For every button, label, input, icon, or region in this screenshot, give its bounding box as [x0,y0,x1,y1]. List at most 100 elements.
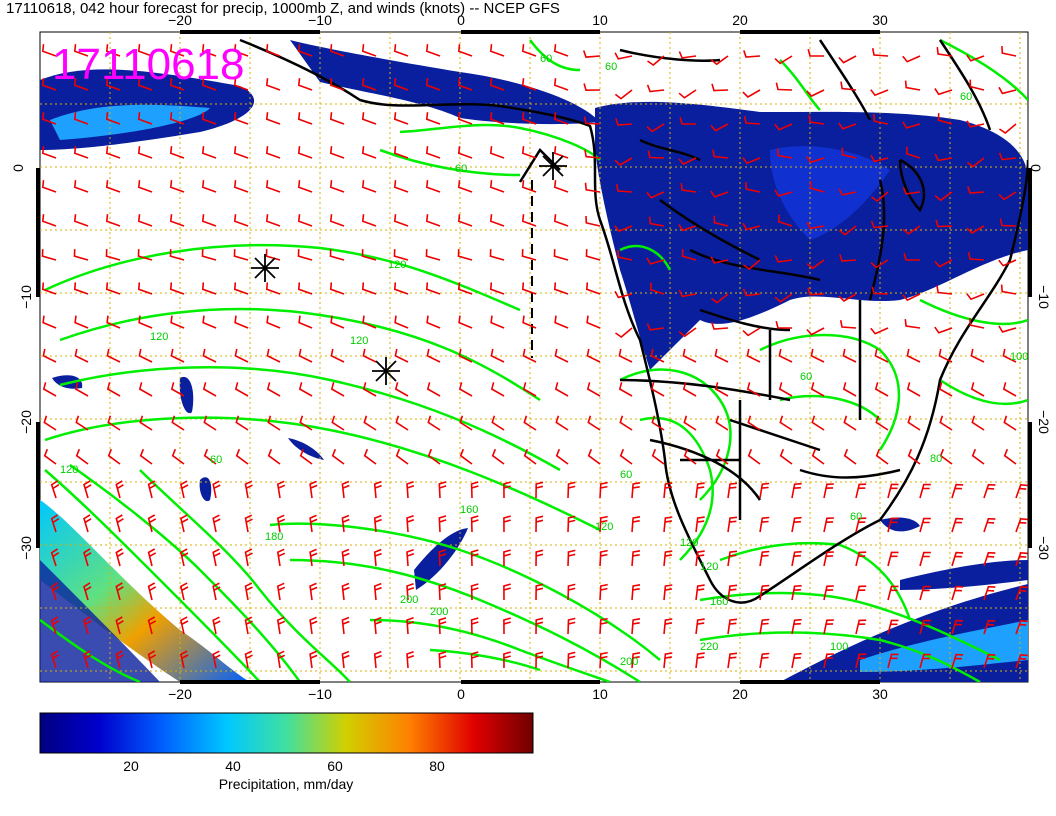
wind-barb [839,320,857,329]
wind-barb [535,583,544,601]
wind-barb [105,249,121,261]
wind-barb [807,48,824,57]
wind-barb [341,548,350,567]
wind-barb [791,516,802,533]
precip-ocean-patch-5 [199,477,212,502]
wind-barb [42,348,57,363]
lat-tick-label: −30 [1035,536,1052,560]
wind-barb [363,415,377,431]
wind-barb [361,249,377,261]
wind-barb [983,585,996,601]
wind-barb [521,112,537,125]
wind-barb [503,481,511,499]
wind-barb [695,652,705,669]
wind-barb [73,146,89,159]
wind-barb [587,415,601,431]
contour-label: 60 [800,371,812,383]
wind-barb [646,191,665,199]
lat-lon-grid [40,32,1028,682]
wind-barb [147,514,157,533]
precip-southwest-band [40,500,250,682]
wind-barb [727,482,738,499]
wind-barb [998,259,1017,267]
wind-barb [743,50,761,58]
wind-barb [651,415,665,431]
wind-barb [41,44,57,57]
wind-barb [614,157,633,166]
wind-barb [727,652,738,669]
wind-barbs [41,44,1028,669]
wind-barb [1015,653,1028,669]
wind-barb [50,514,60,533]
wind-barb [902,55,921,63]
wind-barb [115,650,124,669]
wind-barb [939,448,953,465]
wind-barb [648,216,665,227]
lon-tick-label: −10 [308,686,332,702]
wind-barb [999,218,1017,227]
wind-barb [470,651,479,669]
wind-barb [425,146,441,159]
wind-barb [841,147,857,159]
wind-barb [714,348,729,363]
wind-barb [394,348,409,363]
contour-label: 80 [930,453,942,465]
wind-barb [202,315,217,329]
wind-barb [169,282,185,295]
wind-barb [139,448,153,465]
wind-barb [425,214,441,227]
wind-barb [969,79,985,91]
precip-east-coast [900,560,1028,590]
wind-barb [147,548,157,567]
wind-barb [50,480,60,499]
wind-barb [458,382,473,397]
wind-barb [309,582,318,601]
wind-barb [457,112,473,125]
wind-barb [170,382,185,397]
wind-barb [438,583,447,601]
wind-barb [791,584,802,601]
wind-barb [999,123,1017,135]
wind-barb [330,315,345,329]
wind-barb [341,480,350,499]
wind-barb [998,86,1017,95]
wind-barb [457,282,473,295]
wind-barb [362,315,377,329]
wind-barb [553,214,569,227]
wind-barb [791,550,802,567]
wind-barb [682,382,697,397]
wind-barb [329,44,345,57]
wind-barb [179,548,189,567]
wind-barb [212,480,221,499]
wind-barb [169,78,185,91]
wind-barb [73,249,89,261]
wind-barb [746,382,761,397]
wind-barb [934,88,953,96]
wind-barb [115,616,124,635]
wind-barb [459,415,473,431]
wind-barb [1003,448,1017,465]
wind-barb [806,259,825,270]
wind-barb [298,382,313,397]
wind-barb [212,548,221,567]
wind-barb [233,44,249,57]
wind-barb [966,225,985,234]
wind-barb [855,551,867,567]
wind-barb [759,652,770,669]
wind-barb [522,348,537,363]
wind-barb [742,89,761,98]
wind-barb [361,214,377,227]
wind-barb [393,249,409,261]
wind-barb [50,616,60,635]
contour-label: 60 [960,91,972,103]
wind-barb [470,549,479,567]
wind-barb [169,180,185,193]
wind-barb [971,415,985,431]
wind-barb [715,448,729,465]
wind-barb [567,583,576,601]
wind-barb [503,617,511,635]
wind-barb [329,78,345,91]
wind-barb [567,651,576,669]
